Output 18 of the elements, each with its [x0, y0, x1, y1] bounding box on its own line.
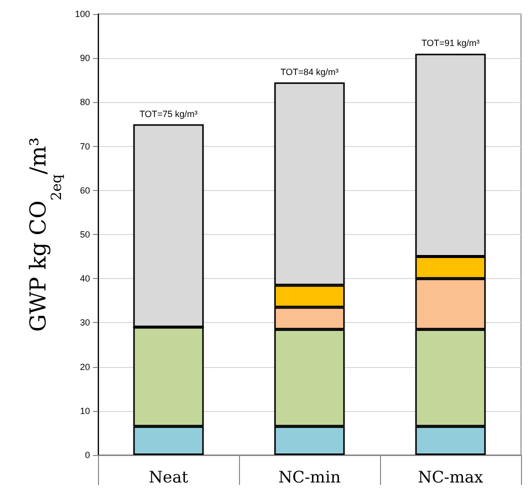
x-tick-label: NC-min	[278, 468, 341, 486]
y-tick-label: 80	[80, 97, 90, 108]
annotation: TOT=84 kg/m³	[280, 66, 339, 77]
y-tick-label: 100	[74, 9, 90, 19]
y-tick-label: 20	[80, 362, 90, 372]
y-tick-label: 40	[80, 274, 90, 284]
annotation: TOT=75 kg/m³	[139, 108, 198, 119]
x-tick-label: NC-max	[418, 468, 484, 486]
y-axis-title: GWP kg CO2eq/m³	[26, 137, 66, 332]
y-tick-label: 30	[80, 318, 90, 328]
y-tick-label: 50	[80, 230, 90, 240]
y-tick-label: 70	[80, 141, 90, 152]
y-tick-label: 0	[84, 450, 90, 460]
x-tick-label: Neat	[148, 468, 189, 486]
y-tick-label: 90	[80, 53, 90, 64]
y-tick-label: 10	[80, 406, 90, 416]
y-tick-label: 60	[80, 185, 90, 196]
annotation: TOT=91 kg/m³	[421, 38, 480, 48]
